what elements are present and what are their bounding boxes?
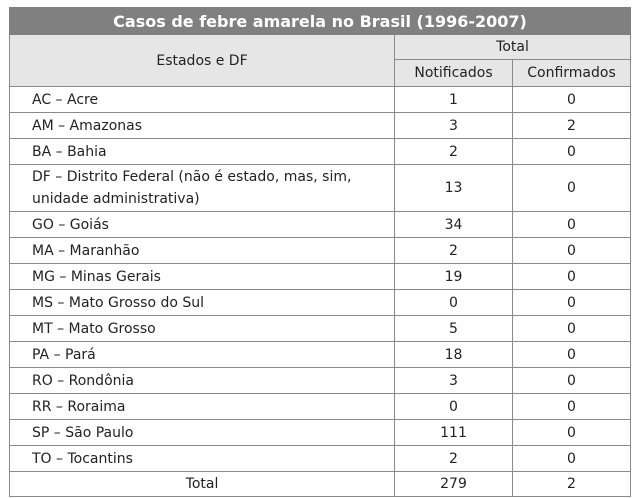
table-row: TO – Tocantins 2 0: [9, 445, 632, 472]
confirmed-cell: 0: [511, 341, 632, 368]
confirmed-cell: 0: [511, 164, 632, 212]
table-row: MA – Maranhão 2 0: [9, 237, 632, 264]
notified-cell: 3: [394, 112, 513, 139]
notified-cell: 0: [394, 393, 513, 420]
state-cell: MS – Mato Grosso do Sul: [9, 289, 395, 316]
notified-cell: 19: [394, 263, 513, 290]
table-row: MG – Minas Gerais 19 0: [9, 263, 632, 290]
table-row: RO – Rondônia 3 0: [9, 367, 632, 394]
table-row: MS – Mato Grosso do Sul 0 0: [9, 289, 632, 316]
confirmed-cell: 0: [511, 289, 632, 316]
state-cell: GO – Goiás: [9, 211, 395, 238]
state-cell: MT – Mato Grosso: [9, 315, 395, 342]
confirmed-cell: 0: [511, 237, 632, 264]
yellow-fever-table: Casos de febre amarela no Brasil (1996-2…: [8, 7, 632, 497]
column-header-confirmed: Confirmados: [511, 59, 632, 87]
table-container: Casos de febre amarela no Brasil (1996-2…: [8, 7, 632, 497]
state-cell: PA – Pará: [9, 341, 395, 368]
confirmed-cell: 0: [511, 393, 632, 420]
notified-cell: 34: [394, 211, 513, 238]
table-row: PA – Pará 18 0: [9, 341, 632, 368]
state-cell: RR – Roraima: [9, 393, 395, 420]
state-cell: AC – Acre: [9, 86, 395, 113]
table-row: RR – Roraima 0 0: [9, 393, 632, 420]
table-row: SP – São Paulo 111 0: [9, 419, 632, 446]
table-row: AM – Amazonas 3 2: [9, 112, 632, 139]
confirmed-cell: 0: [511, 263, 632, 290]
header-row-2: Notificados Confirmados: [10, 59, 632, 87]
total-row: Total 279 2: [9, 471, 632, 497]
state-cell: DF – Distrito Federal (não é estado, mas…: [9, 164, 395, 212]
confirmed-cell: 0: [511, 211, 632, 238]
table-row: DF – Distrito Federal (não é estado, mas…: [9, 164, 632, 212]
header-row-1: Estados e DF Total: [9, 34, 632, 87]
state-cell: TO – Tocantins: [9, 445, 395, 472]
notified-cell: 5: [394, 315, 513, 342]
total-notified: 279: [394, 471, 513, 497]
state-cell: AM – Amazonas: [9, 112, 395, 139]
notified-cell: 18: [394, 341, 513, 368]
confirmed-cell: 2: [511, 112, 632, 139]
confirmed-cell: 0: [511, 445, 632, 472]
column-header-notified: Notificados: [394, 59, 513, 87]
table-row: AC – Acre 1 0: [9, 86, 632, 113]
state-cell: SP – São Paulo: [9, 419, 395, 446]
notified-cell: 2: [394, 237, 513, 264]
confirmed-cell: 0: [511, 419, 632, 446]
total-confirmed: 2: [511, 471, 632, 497]
confirmed-cell: 0: [511, 86, 632, 113]
table-row: BA – Bahia 2 0: [9, 138, 632, 165]
notified-cell: 1: [394, 86, 513, 113]
notified-cell: 3: [394, 367, 513, 394]
notified-cell: 111: [394, 419, 513, 446]
notified-cell: 2: [394, 445, 513, 472]
state-cell: MA – Maranhão: [9, 237, 395, 264]
column-header-total: Total: [393, 34, 632, 60]
table-row: GO – Goiás 34 0: [9, 211, 632, 238]
state-cell: RO – Rondônia: [9, 367, 395, 394]
table-row: MT – Mato Grosso 5 0: [9, 315, 632, 342]
total-label: Total: [9, 471, 395, 497]
column-header-state: Estados e DF: [9, 34, 395, 87]
table-title: Casos de febre amarela no Brasil (1996-2…: [8, 7, 632, 35]
notified-cell: 13: [394, 164, 513, 212]
state-cell: BA – Bahia: [9, 138, 395, 165]
confirmed-cell: 0: [511, 138, 632, 165]
table-title-row: Casos de febre amarela no Brasil (1996-2…: [8, 7, 632, 35]
confirmed-cell: 0: [511, 315, 632, 342]
notified-cell: 0: [394, 289, 513, 316]
state-cell: MG – Minas Gerais: [9, 263, 395, 290]
confirmed-cell: 0: [511, 367, 632, 394]
notified-cell: 2: [394, 138, 513, 165]
